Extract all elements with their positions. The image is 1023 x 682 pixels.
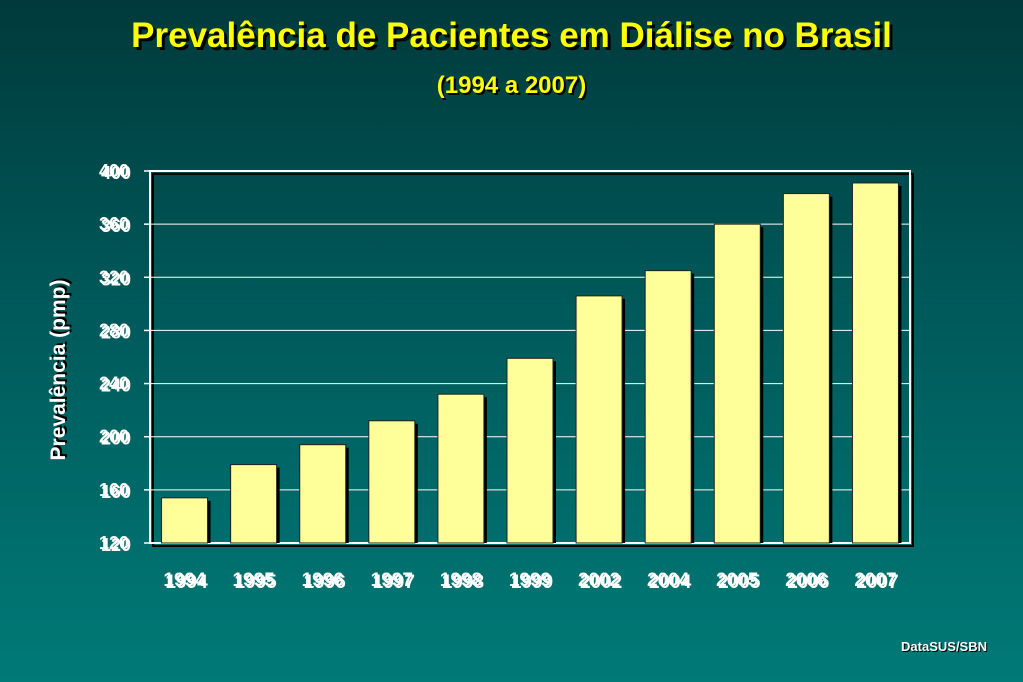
x-tick-label-shadow: 1999 bbox=[511, 572, 553, 593]
y-tick-label: 320 bbox=[99, 267, 129, 287]
x-tick-label: 2006 bbox=[785, 570, 827, 591]
y-tick-label-shadow: 360 bbox=[101, 216, 131, 236]
x-tick-label-shadow: 1995 bbox=[234, 572, 277, 593]
x-tick-label: 1994 bbox=[163, 570, 206, 591]
x-tick-label-shadow: 1994 bbox=[165, 572, 208, 593]
chart-subtitle: (1994 a 2007) bbox=[436, 72, 587, 99]
x-tick-label-shadow: 1998 bbox=[442, 572, 484, 593]
y-tick-label: 120 bbox=[99, 533, 129, 553]
x-tick-label: 2007 bbox=[854, 570, 896, 591]
bar bbox=[230, 464, 278, 544]
x-tick-label-shadow: 2002 bbox=[580, 572, 622, 593]
bar bbox=[299, 444, 347, 544]
x-tick-label-shadow: 1997 bbox=[373, 572, 415, 593]
bar bbox=[782, 193, 830, 544]
x-tick-label-shadow: 2005 bbox=[718, 572, 761, 593]
y-tick-label-shadow: 200 bbox=[101, 429, 131, 449]
x-tick-label: 1996 bbox=[302, 570, 344, 591]
y-tick-label-shadow: 280 bbox=[101, 322, 131, 342]
y-tick-label-shadow: 240 bbox=[101, 376, 131, 396]
x-tick-label: 1995 bbox=[232, 570, 275, 591]
y-tick-label: 240 bbox=[99, 374, 129, 394]
x-tick-label: 1998 bbox=[440, 570, 482, 591]
x-tick-label-shadow: 2004 bbox=[649, 572, 692, 593]
y-tick-label-shadow: 120 bbox=[101, 535, 131, 555]
bar bbox=[161, 497, 209, 544]
bar bbox=[644, 270, 692, 544]
y-tick-label: 160 bbox=[99, 480, 129, 500]
y-tick-label-shadow: 320 bbox=[101, 269, 131, 289]
y-tick-label: 280 bbox=[99, 320, 129, 340]
x-tick-label: 2004 bbox=[647, 570, 690, 591]
x-tick-label: 2002 bbox=[578, 570, 620, 591]
x-tick-label-shadow: 1996 bbox=[304, 572, 346, 593]
x-tick-label: 1997 bbox=[371, 570, 413, 591]
y-tick-label: 360 bbox=[99, 214, 129, 234]
y-tick-label: 400 bbox=[99, 161, 129, 181]
x-tick-label-shadow: 2007 bbox=[856, 572, 898, 593]
x-tick-label: 2005 bbox=[716, 570, 759, 591]
x-tick-label-shadow: 2006 bbox=[787, 572, 829, 593]
y-tick-label: 200 bbox=[99, 427, 129, 447]
x-tick-label: 1999 bbox=[509, 570, 551, 591]
y-tick-label-shadow: 160 bbox=[101, 482, 131, 502]
plot-frame-shadow bbox=[152, 173, 914, 547]
bar bbox=[851, 182, 899, 544]
bar bbox=[368, 420, 416, 544]
y-tick-label-shadow: 400 bbox=[101, 163, 131, 183]
bar bbox=[713, 223, 761, 544]
bar bbox=[437, 393, 485, 544]
bar bbox=[506, 357, 554, 544]
source-note: DataSUS/SBN bbox=[901, 639, 987, 654]
chart-title: Prevalência de Pacientes em Diálise no B… bbox=[131, 16, 892, 55]
bar bbox=[575, 295, 623, 544]
